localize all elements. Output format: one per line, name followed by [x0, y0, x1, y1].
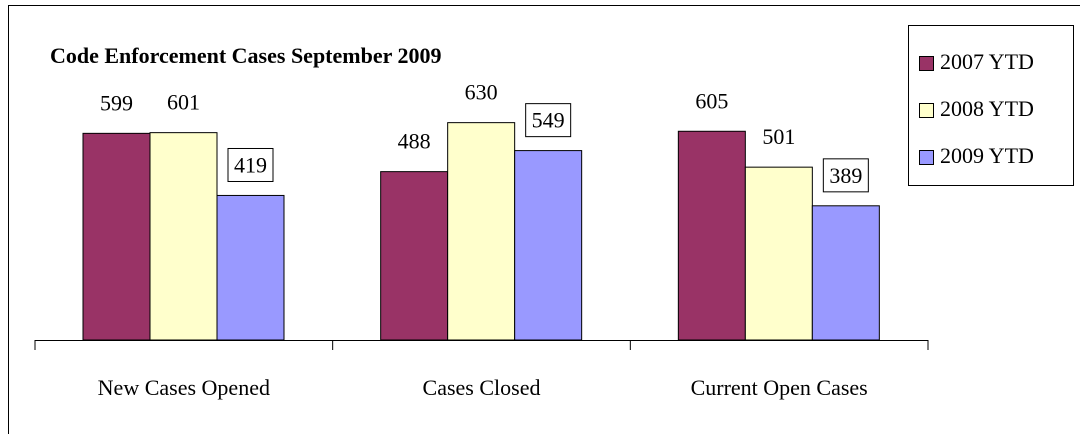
- data-label: 419: [234, 152, 267, 177]
- chart-title: Code Enforcement Cases September 2009: [50, 43, 441, 68]
- legend-swatch: [919, 150, 934, 165]
- bar: [82, 132, 151, 341]
- bar: [216, 194, 285, 341]
- legend-swatch: [919, 103, 934, 118]
- data-label: 549: [532, 108, 565, 133]
- chart-border: [8, 5, 1080, 434]
- data-label: 601: [167, 90, 200, 115]
- legend-label: 2008 YTD: [940, 96, 1034, 121]
- bar: [380, 171, 449, 341]
- data-label: 501: [762, 124, 795, 149]
- legend-box: [908, 25, 1074, 186]
- data-label-box: [822, 158, 869, 193]
- bar: [447, 122, 516, 341]
- legend-swatch: [919, 56, 934, 71]
- bar: [677, 130, 746, 341]
- bar: [514, 150, 583, 341]
- data-label: 389: [829, 163, 862, 188]
- x-tick-label: Cases Closed: [423, 375, 541, 400]
- data-label: 488: [398, 129, 431, 154]
- bar: [811, 205, 880, 341]
- legend-label: 2009 YTD: [940, 143, 1034, 168]
- data-label: 599: [100, 90, 133, 115]
- x-tick-label: Current Open Cases: [691, 375, 868, 400]
- data-label: 630: [465, 80, 498, 105]
- bar: [149, 132, 218, 341]
- data-label-box: [227, 147, 274, 182]
- bar: [744, 166, 813, 341]
- legend-label: 2007 YTD: [940, 49, 1034, 74]
- x-tick-label: New Cases Opened: [98, 375, 270, 400]
- data-label-box: [525, 103, 572, 138]
- data-label: 605: [695, 88, 728, 113]
